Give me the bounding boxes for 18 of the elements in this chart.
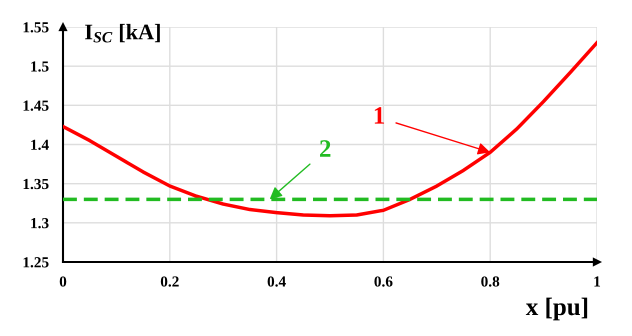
x-tick-label: 0.6	[374, 276, 392, 287]
x-tick-label: 0.4	[268, 276, 286, 287]
y-tick-label: 1.4	[31, 140, 49, 150]
x-tick-label: 0.8	[481, 276, 500, 287]
annotation: 2	[320, 140, 330, 157]
y-tick-label: 1.45	[24, 100, 49, 111]
y-tick-label: 1.5	[31, 61, 49, 72]
x-tick-label: 0	[60, 276, 66, 287]
y-tick-label: 1.35	[24, 178, 49, 190]
y-tick-label: 1.25	[24, 257, 49, 268]
annotation: 1	[374, 107, 384, 124]
y-tick-label: 1.55	[24, 22, 49, 33]
line-series	[63, 40, 597, 218]
x-tick-label: 0.2	[160, 276, 179, 287]
x-tick-label: 1	[594, 276, 600, 286]
y-axis-title: I$_{SC}$ [kA]	[85, 24, 160, 42]
y-tick-label: 1.3	[31, 218, 49, 228]
x-axis-title: x [pu]	[526, 298, 588, 320]
